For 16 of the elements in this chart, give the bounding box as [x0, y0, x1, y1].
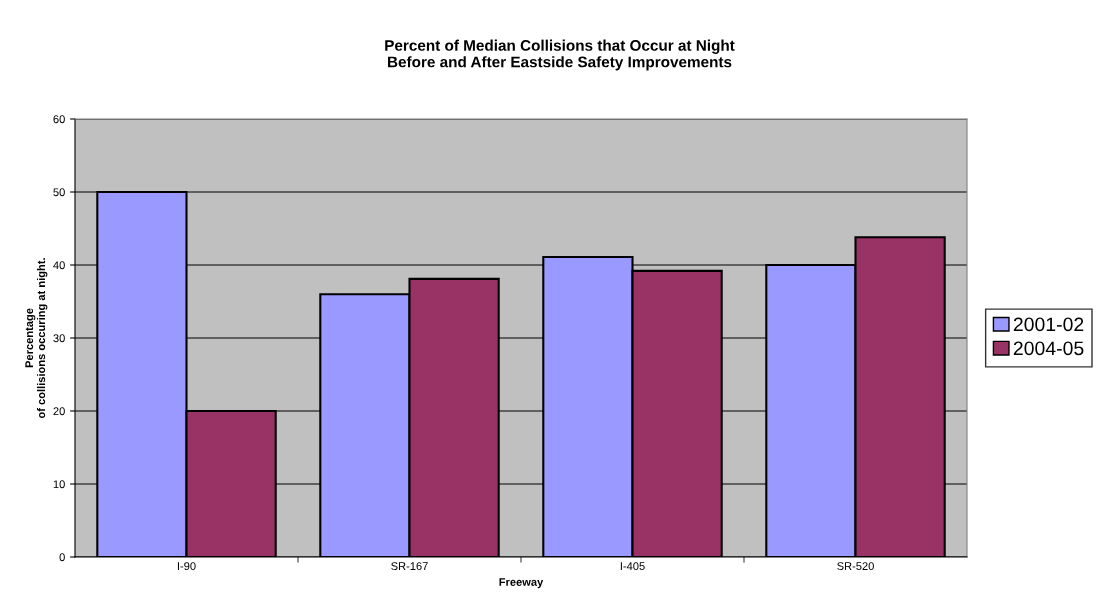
chart-title: Percent of Median Collisions that Occur at Night Before and After Eastside Safety Improvements [385, 39, 735, 71]
x-tick-label: SR-167 [391, 562, 428, 571]
x-tick-label: SR-520 [837, 562, 874, 571]
y-tick-label: 20 [53, 407, 65, 416]
x-tick-label: I-405 [620, 562, 645, 571]
x-axis-title: Freeway [499, 578, 544, 589]
x-tick-label: I-90 [177, 562, 196, 571]
legend-label: 2004-05 [1013, 341, 1084, 356]
legend-label: 2001-02 [1013, 317, 1084, 332]
y-axis-title: Percentage of collisions occuring at night. [25, 258, 48, 419]
y-tick-label: 40 [53, 261, 65, 270]
y-tick-label: 0 [59, 553, 65, 562]
y-tick-label: 60 [53, 115, 65, 124]
y-tick-label: 50 [53, 188, 65, 197]
y-tick-label: 10 [53, 480, 65, 489]
y-tick-label: 30 [53, 334, 65, 343]
